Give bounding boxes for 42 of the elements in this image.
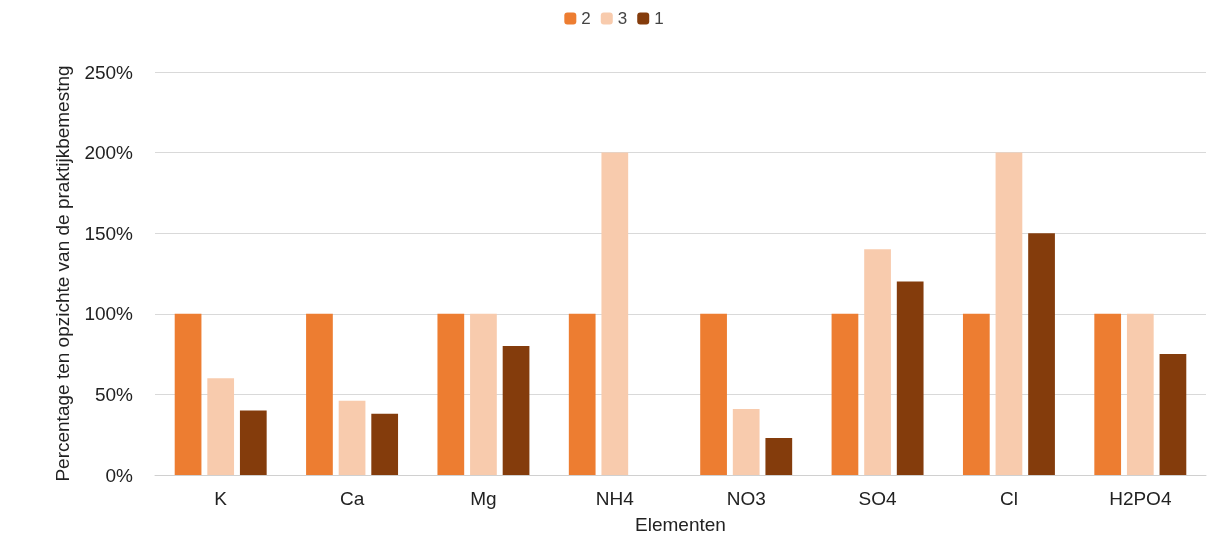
bar <box>437 313 465 475</box>
bar <box>1094 313 1122 475</box>
x-tick-label: NO3 <box>726 488 766 509</box>
bar <box>732 408 760 475</box>
y-tick-label: 50% <box>94 383 134 405</box>
bar <box>502 346 530 475</box>
bar <box>864 249 891 475</box>
x-tick-label: H2PO4 <box>1109 488 1172 509</box>
bar <box>831 313 859 475</box>
x-tick-label: Ca <box>339 488 365 509</box>
bar <box>239 410 267 475</box>
y-tick-label: 200% <box>84 142 134 164</box>
x-axis-title: Elementen <box>635 514 726 535</box>
bar <box>338 400 366 475</box>
bar <box>1126 313 1154 475</box>
bar <box>371 413 399 475</box>
y-axis-title: Percentage ten opzichte van de praktijkbemestng <box>52 65 74 482</box>
bar <box>207 378 235 475</box>
y-tick-label: 250% <box>84 61 134 83</box>
bar <box>601 152 629 475</box>
x-tick-label: NH4 <box>595 488 635 509</box>
bar <box>174 313 202 475</box>
x-tick-label: K <box>214 488 228 509</box>
bar <box>765 437 793 475</box>
bar <box>1028 233 1055 475</box>
y-tick-label: 100% <box>84 303 134 325</box>
bar <box>700 313 727 475</box>
x-tick-label: Mg <box>470 488 497 509</box>
x-tick-label: Cl <box>999 488 1018 509</box>
legend-label: 1 <box>654 9 664 28</box>
bar <box>896 281 924 475</box>
y-tick-label: 150% <box>84 222 134 244</box>
bar <box>1159 354 1187 475</box>
legend-label: 2 <box>581 9 591 28</box>
legend-label: 3 <box>617 9 628 28</box>
bar <box>306 313 333 475</box>
bar <box>470 313 497 475</box>
x-tick-label: SO4 <box>858 488 897 509</box>
y-tick-label: 0% <box>105 464 134 486</box>
bar <box>962 313 990 475</box>
bar <box>568 313 596 475</box>
bar <box>995 152 1023 475</box>
